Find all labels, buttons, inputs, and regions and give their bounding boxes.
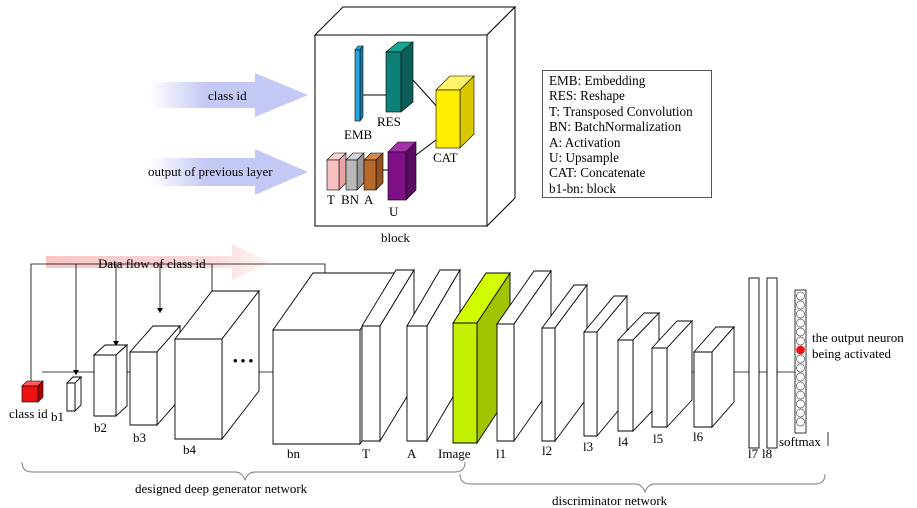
legend-item: EMB: Embedding — [549, 73, 646, 88]
output-neuron — [796, 390, 805, 400]
legend-item: T: Transposed Convolution — [549, 103, 693, 119]
softmax-layer — [794, 289, 807, 434]
output-neuron — [796, 381, 805, 391]
label-b2: b2 — [94, 420, 107, 435]
slab-b1 — [65, 375, 83, 413]
active-output-neuron — [796, 345, 805, 355]
slab-t — [361, 268, 415, 443]
slab-l1 — [496, 269, 552, 443]
output-neuron — [796, 399, 805, 409]
pipeline — [65, 268, 778, 449]
slab-l2 — [541, 283, 588, 443]
slab-a — [406, 268, 461, 443]
output-neuron — [796, 336, 805, 346]
label-l8: l8 — [762, 446, 772, 461]
cat-label: CAT — [433, 150, 458, 165]
output-neuron — [796, 363, 805, 373]
previous-layer-input-label: output of previous layer — [148, 164, 273, 179]
slab-l3 — [583, 294, 628, 438]
label-image: Image — [438, 446, 471, 461]
previous-layer-input-arrow — [150, 149, 308, 195]
emb-layer — [354, 45, 364, 122]
legend-item: b1-bn: block — [549, 180, 617, 196]
label-l4: l4 — [618, 434, 629, 449]
ellipsis: • • • — [233, 353, 254, 368]
emb-label: EMB — [344, 127, 373, 142]
t-label: T — [327, 192, 335, 207]
output-neuron — [796, 417, 805, 427]
label-l7: l7 — [748, 446, 759, 461]
class-id-input-label: class id — [208, 88, 247, 103]
slab-b4 — [174, 289, 260, 441]
res-layer — [385, 41, 414, 113]
output-neuron — [796, 327, 805, 337]
output-neuron — [796, 372, 805, 382]
legend-item: A: Activation — [549, 134, 621, 150]
class-id-input-arrow — [150, 73, 308, 117]
dense-l8 — [766, 277, 778, 449]
output-neuron — [796, 318, 805, 328]
a-label: A — [364, 192, 374, 207]
class-id-label: class id — [9, 406, 48, 421]
generator-brace — [21, 461, 466, 482]
label-l2: l2 — [542, 443, 552, 458]
output-neuron — [796, 291, 805, 301]
legend-item: CAT: Concatenate — [549, 165, 646, 181]
res-label: RES — [377, 114, 401, 129]
label-b4: b4 — [183, 442, 197, 457]
output-neuron — [796, 354, 805, 364]
block-title: block — [381, 230, 410, 245]
slab-b3 — [129, 324, 181, 427]
t-layer — [326, 152, 347, 191]
slab-l6 — [693, 325, 735, 429]
legend-item: RES: Reshape — [549, 88, 625, 104]
class-id-cube — [21, 380, 44, 403]
discriminator-brace — [459, 473, 826, 494]
output-neuron — [796, 309, 805, 319]
u-label: U — [389, 204, 399, 219]
bn-label: BN — [341, 192, 360, 207]
label-l5: l5 — [653, 431, 663, 446]
block-detail: class id output of previous layer — [148, 5, 517, 245]
a-layer — [363, 152, 384, 191]
label-a: A — [407, 446, 417, 461]
label-l3: l3 — [583, 439, 593, 454]
label-bn: bn — [287, 446, 301, 461]
legend: EMB: Embedding RES: Reshape T: Transpose… — [542, 70, 712, 198]
output-label-line2: being activated — [812, 346, 892, 361]
softmax-label: softmax — [779, 434, 821, 449]
output-neuron — [796, 408, 805, 418]
label-b1: b1 — [51, 409, 64, 424]
label-l1: l1 — [496, 446, 506, 461]
legend-item: U: Upsample — [549, 150, 619, 166]
bn-layer — [345, 152, 365, 191]
dense-l7 — [748, 277, 760, 449]
label-b3: b3 — [133, 430, 146, 445]
label-t: T — [362, 446, 370, 461]
cat-layer — [435, 75, 475, 149]
output-neuron — [796, 300, 805, 310]
label-l6: l6 — [693, 429, 704, 444]
generator-caption: designed deep generator network — [135, 481, 308, 496]
u-layer — [387, 141, 417, 201]
legend-item: BN: BatchNormalization — [549, 119, 682, 135]
data-flow-arrow — [46, 244, 270, 280]
data-flow-label: Data flow of class id — [98, 256, 206, 271]
output-label-line1: the output neuron — [812, 330, 904, 345]
slab-l5 — [650, 319, 694, 429]
discriminator-caption: discriminator network — [552, 493, 668, 508]
slab-b2 — [92, 343, 129, 418]
